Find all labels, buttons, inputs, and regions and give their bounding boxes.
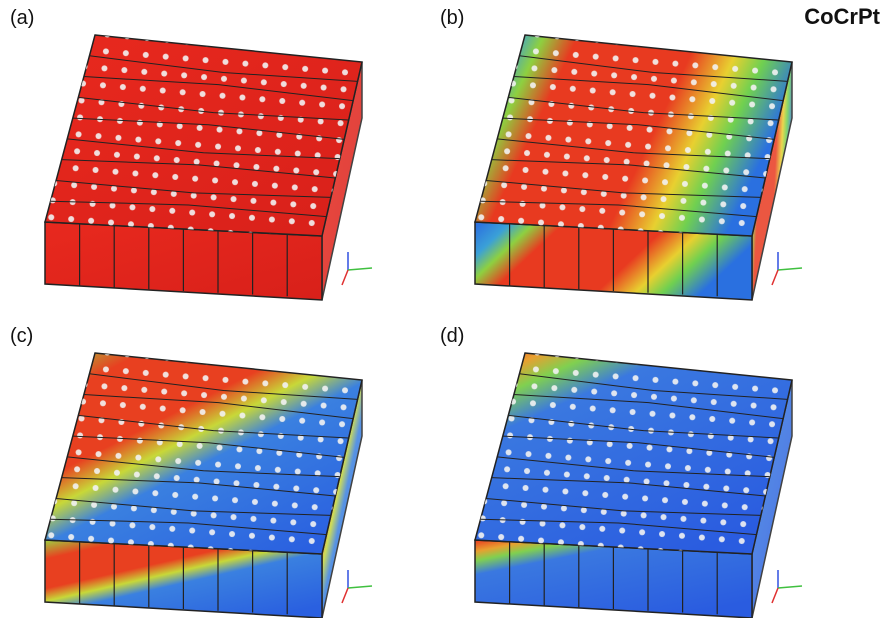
axis-x — [772, 270, 778, 285]
axis-x — [342, 588, 348, 603]
panel-label: (d) — [440, 325, 464, 347]
axis-y — [348, 586, 372, 588]
panel-label: (c) — [10, 325, 33, 347]
figure: CoCrPt (a) (b) (c) (d) — [0, 0, 893, 618]
panel: (c) — [10, 325, 372, 618]
axis-x — [342, 270, 348, 285]
panel: (b) — [440, 7, 802, 300]
panel: (d) — [440, 325, 802, 618]
axis-y — [348, 268, 372, 270]
axis-x — [772, 588, 778, 603]
panel-label: (a) — [10, 7, 34, 29]
panel: (a) — [10, 7, 372, 300]
axis-y — [778, 268, 802, 270]
panel-label: (b) — [440, 7, 464, 29]
axis-y — [778, 586, 802, 588]
title: CoCrPt — [804, 4, 880, 29]
